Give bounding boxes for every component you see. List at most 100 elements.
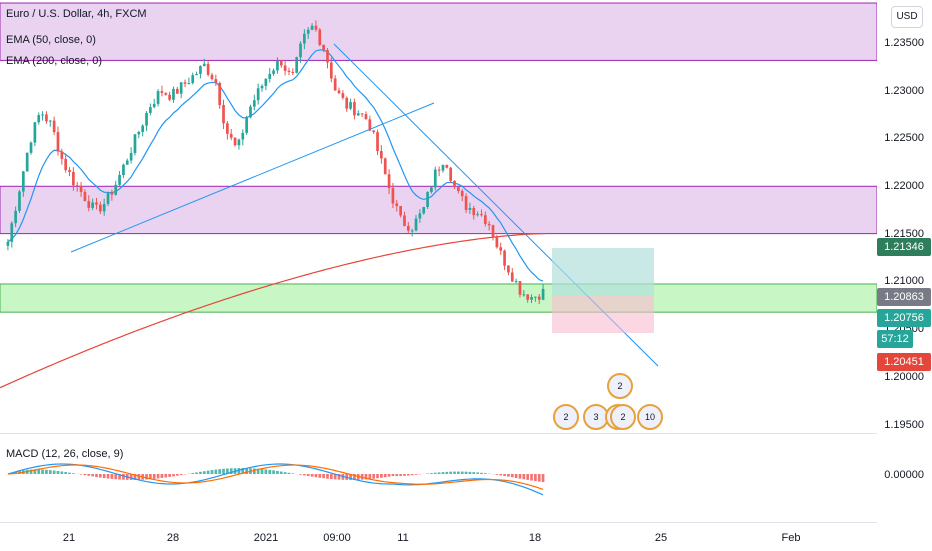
macd-histogram-bar [507, 474, 510, 477]
candle-body [465, 196, 468, 210]
candle-body [7, 242, 10, 246]
macd-histogram-bar [172, 474, 175, 476]
candle-body [461, 191, 464, 196]
macd-histogram-bar [49, 470, 52, 474]
candle-body [345, 98, 348, 109]
candle-body [365, 114, 368, 119]
macd-histogram-bar [107, 474, 110, 479]
price-axis[interactable]: 1.23500 1.23000 1.22500 1.22000 1.21500 … [877, 0, 932, 550]
time-axis[interactable]: 21 28 2021 09:00 11 18 25 Feb [0, 522, 877, 551]
candle-body [472, 208, 475, 215]
macd-histogram-bar [153, 474, 156, 479]
candle-body [145, 113, 148, 126]
candle-body [492, 225, 495, 237]
event-marker[interactable]: 10 [637, 404, 663, 430]
macd-histogram-bar [284, 472, 287, 474]
candle-body [153, 104, 156, 107]
candle-body [395, 203, 398, 206]
macd-histogram-bar [253, 468, 256, 474]
macd-histogram-bar [68, 473, 71, 474]
candle-body [291, 72, 294, 73]
stop-zone[interactable] [552, 296, 654, 333]
candle-body [161, 91, 164, 93]
candle-body [126, 161, 129, 165]
ema-slow-legend[interactable]: EMA (200, close, 0) [6, 55, 102, 67]
candle-body [10, 223, 13, 242]
candle-body [415, 219, 418, 231]
macd-pane[interactable] [0, 434, 877, 522]
candle-body [214, 79, 217, 83]
candle-body [303, 34, 306, 44]
candle-body [37, 115, 40, 122]
event-marker[interactable]: 2 [553, 404, 579, 430]
macd-histogram-bar [87, 474, 90, 476]
candle-body [295, 57, 298, 73]
target-zone[interactable] [552, 248, 654, 296]
currency-button[interactable]: USD [891, 6, 923, 28]
macd-histogram-bar [480, 473, 483, 474]
ema-fast-legend[interactable]: EMA (50, close, 0) [6, 34, 96, 46]
chart-title: Euro / U.S. Dollar, 4h, FXCM [6, 8, 147, 20]
time-tick: 25 [655, 532, 667, 544]
macd-histogram-bar [122, 474, 125, 480]
macd-histogram-bar [445, 472, 448, 474]
macd-histogram-bar [380, 474, 383, 478]
candle-body [499, 247, 502, 250]
macd-histogram-bar [542, 474, 545, 482]
macd-histogram-bar [368, 474, 371, 479]
macd-histogram-bar [503, 474, 506, 476]
candle-body [103, 204, 106, 211]
candle-body [157, 91, 160, 104]
price-tick: 1.20000 [884, 371, 924, 383]
macd-histogram-bar [526, 474, 529, 480]
candle-body [526, 294, 529, 299]
candle-body [141, 126, 144, 132]
macd-histogram-bar [288, 473, 291, 474]
macd-histogram-bar [80, 474, 83, 475]
candle-body [315, 26, 318, 30]
price-pane[interactable] [0, 0, 877, 433]
candle-body [476, 214, 479, 215]
macd-histogram-bar [45, 470, 48, 474]
macd-histogram-bar [261, 469, 264, 474]
candle-body [203, 64, 206, 66]
macd-histogram-bar [280, 472, 283, 474]
candle-body [307, 30, 310, 34]
event-marker[interactable]: 2 [607, 373, 633, 399]
event-marker[interactable]: 2 [610, 404, 636, 430]
candle-body [515, 281, 518, 282]
macd-histogram-bar [403, 474, 406, 476]
macd-histogram-bar [318, 474, 321, 478]
price-tick: 1.22500 [884, 132, 924, 144]
macd-histogram-bar [53, 471, 56, 474]
candle-body [137, 132, 140, 134]
macd-histogram-bar [465, 472, 468, 474]
candle-body [422, 207, 425, 213]
candle-body [484, 215, 487, 224]
candle-body [311, 26, 314, 30]
macd-histogram-bar [272, 470, 275, 474]
ema-fast-price-badge: 1.21346 [877, 238, 931, 256]
candle-body [226, 123, 229, 134]
candle-body [330, 63, 333, 79]
candle-body [326, 50, 329, 62]
candle-body [353, 102, 356, 115]
candle-body [265, 79, 268, 86]
candle-body [64, 159, 67, 170]
candle-body [26, 153, 29, 172]
candle-body [188, 83, 191, 84]
candle-body [322, 45, 325, 50]
candle-body [111, 193, 114, 195]
candle-body [419, 213, 422, 218]
candle-body [407, 226, 410, 231]
candle-body [411, 231, 414, 232]
macd-histogram-bar [430, 473, 433, 474]
candle-body [542, 289, 545, 300]
macd-legend[interactable]: MACD (12, 26, close, 9) [6, 448, 123, 460]
macd-histogram-bar [395, 474, 398, 476]
candle-body [41, 114, 44, 115]
price-tick: 1.22000 [884, 180, 924, 192]
macd-histogram-bar [195, 472, 198, 474]
candle-body [403, 215, 406, 225]
